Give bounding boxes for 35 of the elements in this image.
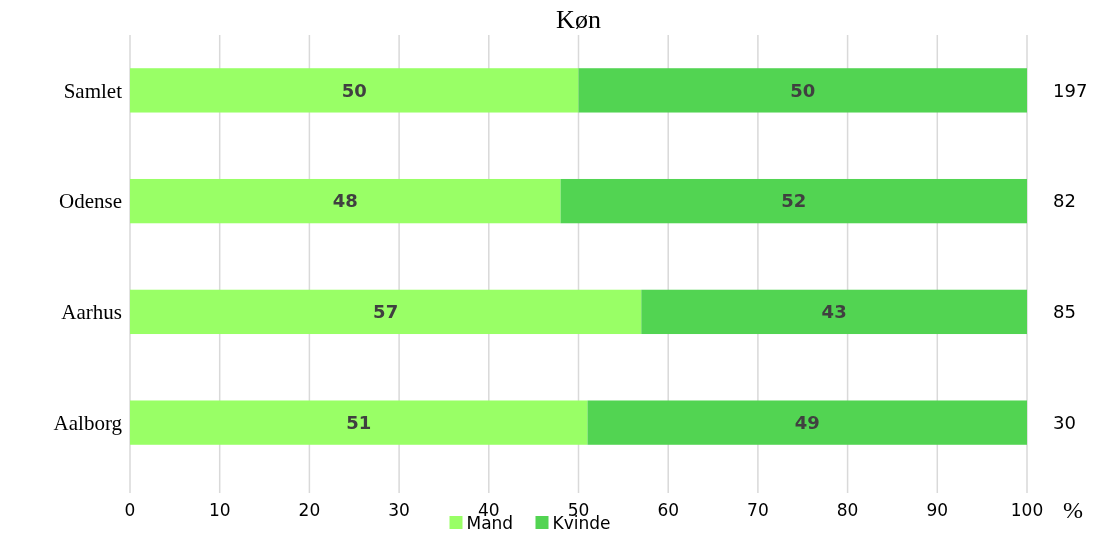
text: 82 — [1053, 190, 1076, 212]
data-label: 48 — [332, 190, 358, 212]
data-label: 52 — [781, 190, 807, 212]
y-tick-label: Odense — [59, 189, 122, 214]
text: 85 — [1053, 301, 1076, 323]
bar — [130, 68, 579, 113]
data-label: 51 — [346, 411, 372, 433]
bar — [641, 289, 1027, 335]
x-tick-label: 90 — [926, 500, 949, 520]
bar — [578, 68, 1027, 113]
data-label: 49 — [794, 411, 820, 433]
data-label: 50 — [341, 79, 367, 101]
x-axis-title: % — [1063, 497, 1083, 523]
bar — [587, 400, 1027, 445]
y-tick-label: Aalborg — [53, 410, 123, 435]
text: 30 — [1053, 411, 1076, 433]
x-tick-label: 10 — [208, 500, 231, 520]
x-tick-label: 100 — [1010, 500, 1044, 520]
x-tick-label: 20 — [298, 500, 321, 520]
x-tick-label: 30 — [388, 500, 410, 520]
bar — [130, 400, 588, 445]
y-tick-label: Samlet — [63, 78, 123, 103]
x-tick-label: 80 — [836, 500, 859, 520]
data-label: 57 — [373, 301, 399, 323]
data-label: 43 — [821, 301, 847, 323]
bar — [130, 289, 642, 335]
bar — [130, 178, 561, 224]
data-label: 50 — [790, 79, 816, 101]
bar — [560, 178, 1027, 224]
chart-title: Køn — [556, 5, 601, 34]
y-tick-label: Aarhus — [61, 300, 122, 325]
text: 197 — [1053, 79, 1088, 101]
x-tick-label: 70 — [747, 500, 769, 520]
x-tick-label: 0 — [124, 500, 136, 520]
x-tick-label: 60 — [657, 500, 680, 520]
